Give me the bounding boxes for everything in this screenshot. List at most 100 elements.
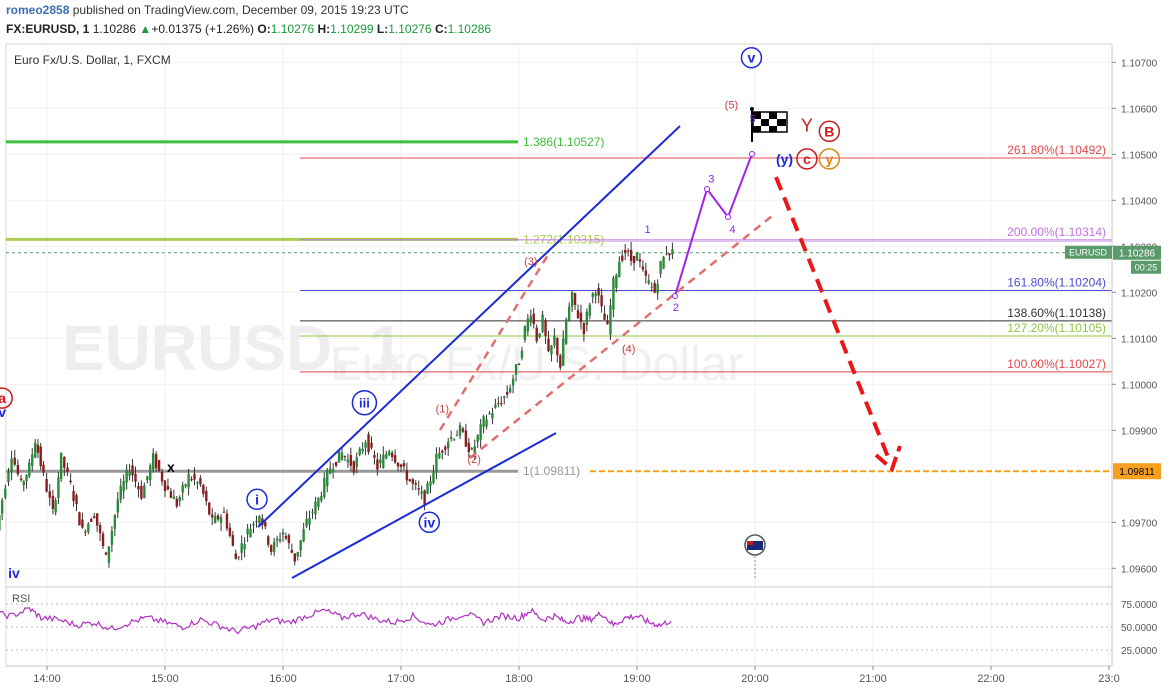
candle-body <box>87 523 90 532</box>
candle-body <box>51 495 55 509</box>
open-label: O: <box>257 22 271 36</box>
candle-body <box>603 313 606 320</box>
candle-body <box>178 497 181 502</box>
wave-label-y: y <box>825 151 833 167</box>
candle-body <box>311 511 314 513</box>
candle-body <box>547 338 550 352</box>
candle-body <box>190 478 193 481</box>
candle-body <box>449 437 453 439</box>
candle-body <box>570 291 574 307</box>
candle-body <box>39 446 42 467</box>
wave-label-a: a <box>0 390 6 406</box>
candle-body <box>131 465 134 476</box>
candle-body <box>326 469 329 487</box>
projected-wave-path[interactable] <box>674 153 753 297</box>
up-arrow-icon: ▲ <box>139 22 152 36</box>
candle-body <box>615 274 618 289</box>
candle-body <box>149 465 152 480</box>
wave-label-(5): (5) <box>725 100 738 112</box>
candle-body <box>208 502 211 515</box>
candle-body <box>296 551 299 557</box>
candle-body <box>544 320 547 336</box>
time-tick-label: 14:00 <box>33 673 61 685</box>
wave-label-B: B <box>824 123 834 139</box>
candle-body <box>34 442 37 458</box>
candle-body <box>464 430 468 447</box>
candle-body <box>48 491 51 498</box>
candle-body <box>591 293 594 298</box>
candle-body <box>609 305 612 335</box>
candle-body <box>582 323 586 335</box>
candle-body <box>444 446 447 450</box>
candle-body <box>441 450 444 453</box>
wave-label-(y): (y) <box>776 151 793 167</box>
candle-body <box>0 514 1 531</box>
wave-label-iii: iii <box>359 396 370 411</box>
candle-body <box>388 451 391 455</box>
author-name[interactable]: romeo2858 <box>6 3 70 17</box>
candle-body <box>337 451 341 463</box>
candle-body <box>411 479 414 484</box>
price-tick-label: 1.09900 <box>1121 426 1158 437</box>
fib-level-label: 161.80%(1.10204) <box>1007 275 1106 289</box>
candle-body <box>600 295 603 307</box>
wave-circle-B <box>818 120 841 143</box>
wedge-upper-line[interactable] <box>438 254 550 431</box>
price-axis[interactable]: 1.107001.106001.105001.104001.103001.102… <box>1111 44 1158 666</box>
flag-event-icon[interactable] <box>744 534 766 556</box>
candle-body <box>302 529 305 542</box>
candle-body <box>520 350 524 358</box>
open-value: 1.10276 <box>270 22 315 36</box>
candle-body <box>541 314 544 332</box>
wave-label-iv: iv <box>423 514 435 530</box>
candle-body <box>275 538 279 541</box>
projection-arrow-line[interactable] <box>774 176 892 463</box>
candle-body <box>116 499 119 513</box>
wave-label-1: 1 <box>645 224 651 236</box>
candle-body <box>488 413 491 415</box>
candle-body <box>196 482 199 484</box>
close-value: 1.10286 <box>447 22 492 36</box>
channel-lower-line[interactable] <box>291 432 557 579</box>
rsi-label: RSI <box>12 593 30 605</box>
candle-body <box>343 456 347 458</box>
candle-body <box>340 452 344 460</box>
price-tick-label: 1.09600 <box>1121 564 1158 575</box>
fib-level-label: 127.20%(1.10105) <box>1007 321 1106 335</box>
time-tick-label: 21:00 <box>859 673 887 685</box>
candle-body <box>447 441 450 449</box>
candle-body <box>585 311 589 325</box>
candle-body <box>576 310 580 319</box>
candle-body <box>181 484 184 493</box>
candle-body <box>514 364 518 375</box>
price-tick-label: 1.10500 <box>1121 150 1158 161</box>
wave-point-2 <box>672 293 678 299</box>
fib-level-label: 1(1.09811) <box>523 464 580 478</box>
time-axis[interactable]: 14:00 15:00 16:00 17:00 18:00 19:00 20:00 21:00… <box>6 665 1120 685</box>
candle-body <box>225 513 229 529</box>
wave-label-(2): (2) <box>467 454 480 466</box>
price-tick-label: 1.10700 <box>1121 58 1158 69</box>
candle-body <box>594 293 597 297</box>
candle-body <box>553 335 556 346</box>
candle-body <box>429 481 432 486</box>
rsi-tick-label: 50.0000 <box>1121 623 1158 634</box>
candle-body <box>659 261 662 274</box>
symbol-tag <box>1065 245 1112 259</box>
candle-body <box>390 452 394 458</box>
checkered-flag-icon[interactable] <box>750 107 788 142</box>
wedge-lower-line[interactable] <box>469 215 773 459</box>
channel-upper-line[interactable] <box>257 125 681 528</box>
candle-body <box>438 452 441 459</box>
candle-body <box>45 479 48 492</box>
wave-label-x: x <box>167 459 175 475</box>
time-tick-label: 19:00 <box>623 673 651 685</box>
candle-body <box>125 469 128 483</box>
candle-body <box>72 490 75 501</box>
candle-body <box>638 259 642 262</box>
candle-body <box>644 270 648 276</box>
candle-body <box>128 471 131 476</box>
candle-body <box>653 283 656 293</box>
candle-body <box>107 546 111 563</box>
